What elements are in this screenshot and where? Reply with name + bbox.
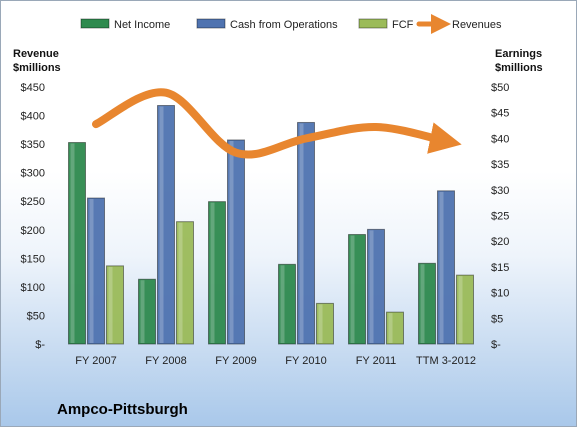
x-tick-label: FY 2010 xyxy=(285,355,326,367)
bar-cash-from-operations xyxy=(157,105,175,345)
bar-highlight xyxy=(318,304,323,343)
bar-highlight xyxy=(70,143,75,343)
left-tick-label: $100 xyxy=(21,282,45,294)
bar-highlight xyxy=(89,199,94,343)
bar-highlight xyxy=(159,106,164,343)
bar-net-income xyxy=(208,201,226,345)
left-tick-label: $450 xyxy=(21,82,45,94)
bar-net-income xyxy=(68,142,86,345)
right-tick-label: $5 xyxy=(491,313,503,325)
right-tick-label: $- xyxy=(491,339,501,351)
right-axis: $- $5 $10 $15 $20 $25 $30 $35 $40 $45 $50 xyxy=(491,82,509,351)
legend-swatch xyxy=(196,18,226,29)
company-label: Ampco-Pittsburgh xyxy=(57,401,188,418)
left-tick-label: $- xyxy=(35,339,45,351)
legend-label: Net Income xyxy=(114,19,170,31)
right-tick-label: $30 xyxy=(491,185,509,197)
right-axis-header-line2: $millions xyxy=(495,62,543,74)
bar-net-income xyxy=(418,262,436,345)
left-tick-label: $350 xyxy=(21,139,45,151)
bar-highlight xyxy=(369,230,374,343)
x-tick-label: FY 2007 xyxy=(75,355,116,367)
right-tick-label: $15 xyxy=(491,262,509,274)
bar-net-income xyxy=(138,278,156,345)
bar-highlight xyxy=(458,276,463,343)
bar-highlight xyxy=(210,202,215,343)
right-tick-label: $50 xyxy=(491,82,509,94)
left-tick-label: $300 xyxy=(21,168,45,180)
x-axis: FY 2007 FY 2008 FY 2009 FY 2010 FY 2011 TTM 3… xyxy=(75,355,476,367)
right-axis-header-line1: Earnings xyxy=(495,48,542,60)
left-tick-label: $200 xyxy=(21,225,45,237)
bar-highlight xyxy=(229,140,234,343)
left-axis: $- $50 $100 $150 $200 $250 $300 $350 $400 $450 xyxy=(21,82,46,351)
left-axis-header-line1: Revenue xyxy=(13,48,59,60)
axis-headers: Revenue $millions Earnings $millions xyxy=(13,48,543,74)
right-tick-label: $35 xyxy=(491,159,509,171)
legend-label: Revenues xyxy=(452,19,502,31)
right-tick-label: $10 xyxy=(491,288,509,300)
left-tick-label: $150 xyxy=(21,253,45,265)
x-tick-label: TTM 3-2012 xyxy=(416,355,476,367)
legend: Net Income Cash from Operations FCF Revenue… xyxy=(80,14,502,34)
bar-fcf xyxy=(386,311,404,345)
bar-cash-from-operations xyxy=(227,139,245,345)
left-tick-label: $250 xyxy=(21,196,45,208)
bar-fcf xyxy=(106,265,124,345)
left-tick-label: $400 xyxy=(21,111,45,123)
bar-cash-from-operations xyxy=(437,190,455,345)
bar-highlight xyxy=(388,313,393,343)
legend-swatch xyxy=(358,18,388,29)
bar-fcf xyxy=(176,221,194,345)
x-tick-label: FY 2011 xyxy=(356,355,397,367)
bar-cash-from-operations xyxy=(87,197,105,345)
bar-highlight xyxy=(420,264,425,343)
bar-fcf xyxy=(316,302,334,345)
bar-highlight xyxy=(280,265,285,343)
bar-highlight xyxy=(178,222,183,343)
bar-net-income xyxy=(278,263,296,345)
left-axis-header-line2: $millions xyxy=(13,62,61,74)
bar-highlight xyxy=(299,123,304,343)
revenue-trend xyxy=(92,88,462,159)
bar-fcf xyxy=(456,274,474,345)
right-tick-label: $25 xyxy=(491,211,509,223)
bar-cash-from-operations xyxy=(367,228,385,345)
revenue-trend-line xyxy=(92,88,462,159)
bar-net-income xyxy=(348,234,366,345)
bar-cash-from-operations xyxy=(297,121,315,345)
right-tick-label: $20 xyxy=(491,236,509,248)
bars xyxy=(68,105,474,345)
x-tick-label: FY 2008 xyxy=(145,355,186,367)
right-tick-label: $40 xyxy=(491,133,509,145)
x-tick-label: FY 2009 xyxy=(215,355,256,367)
legend-label: FCF xyxy=(392,19,414,31)
legend-swatch xyxy=(80,18,110,29)
legend-label: Cash from Operations xyxy=(230,19,338,31)
bar-highlight xyxy=(439,191,444,343)
right-tick-label: $45 xyxy=(491,108,509,120)
left-tick-label: $50 xyxy=(27,310,45,322)
bar-highlight xyxy=(108,266,113,343)
bar-highlight xyxy=(140,280,145,343)
bar-highlight xyxy=(350,235,355,343)
